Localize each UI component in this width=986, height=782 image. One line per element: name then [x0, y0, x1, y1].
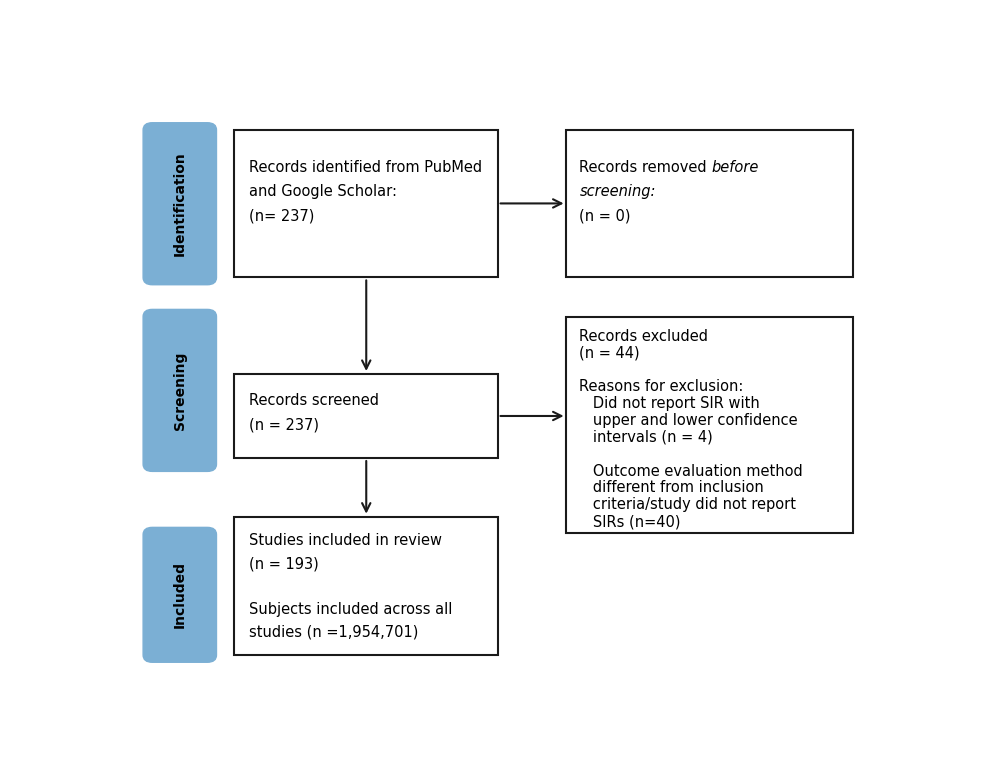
- Text: SIRs (n=40): SIRs (n=40): [580, 514, 681, 529]
- Text: Screening: Screening: [173, 351, 186, 429]
- FancyBboxPatch shape: [143, 527, 217, 662]
- Text: Outcome evaluation method: Outcome evaluation method: [580, 464, 804, 479]
- Bar: [234, 130, 498, 278]
- Text: Records identified from PubMed: Records identified from PubMed: [249, 160, 482, 175]
- Text: Did not report SIR with: Did not report SIR with: [580, 396, 760, 411]
- FancyBboxPatch shape: [143, 123, 217, 285]
- Bar: [566, 317, 853, 533]
- Text: Records excluded: Records excluded: [580, 328, 709, 343]
- Text: studies (n =1,954,701): studies (n =1,954,701): [249, 625, 419, 640]
- Text: different from inclusion: different from inclusion: [580, 480, 764, 496]
- Bar: [234, 374, 498, 458]
- Text: Records removed: Records removed: [580, 160, 712, 175]
- Text: screening:: screening:: [580, 185, 656, 199]
- FancyBboxPatch shape: [143, 310, 217, 472]
- Text: Identification: Identification: [173, 152, 186, 256]
- Text: (n = 44): (n = 44): [580, 346, 640, 361]
- Text: Included: Included: [173, 561, 186, 628]
- Text: upper and lower confidence: upper and lower confidence: [580, 413, 798, 428]
- Bar: [234, 517, 498, 655]
- Text: Records screened: Records screened: [249, 393, 380, 408]
- Text: criteria/study did not report: criteria/study did not report: [580, 497, 797, 512]
- Text: Subjects included across all: Subjects included across all: [249, 602, 453, 617]
- Text: (n = 0): (n = 0): [580, 208, 631, 223]
- Text: Reasons for exclusion:: Reasons for exclusion:: [580, 379, 743, 394]
- Text: Studies included in review: Studies included in review: [249, 533, 443, 548]
- Text: (n = 237): (n = 237): [249, 417, 319, 432]
- Text: (n= 237): (n= 237): [249, 208, 315, 223]
- Text: intervals (n = 4): intervals (n = 4): [580, 430, 713, 445]
- Text: (n = 193): (n = 193): [249, 556, 319, 572]
- Text: and Google Scholar:: and Google Scholar:: [249, 185, 397, 199]
- Bar: [566, 130, 853, 278]
- Text: before: before: [712, 160, 759, 175]
